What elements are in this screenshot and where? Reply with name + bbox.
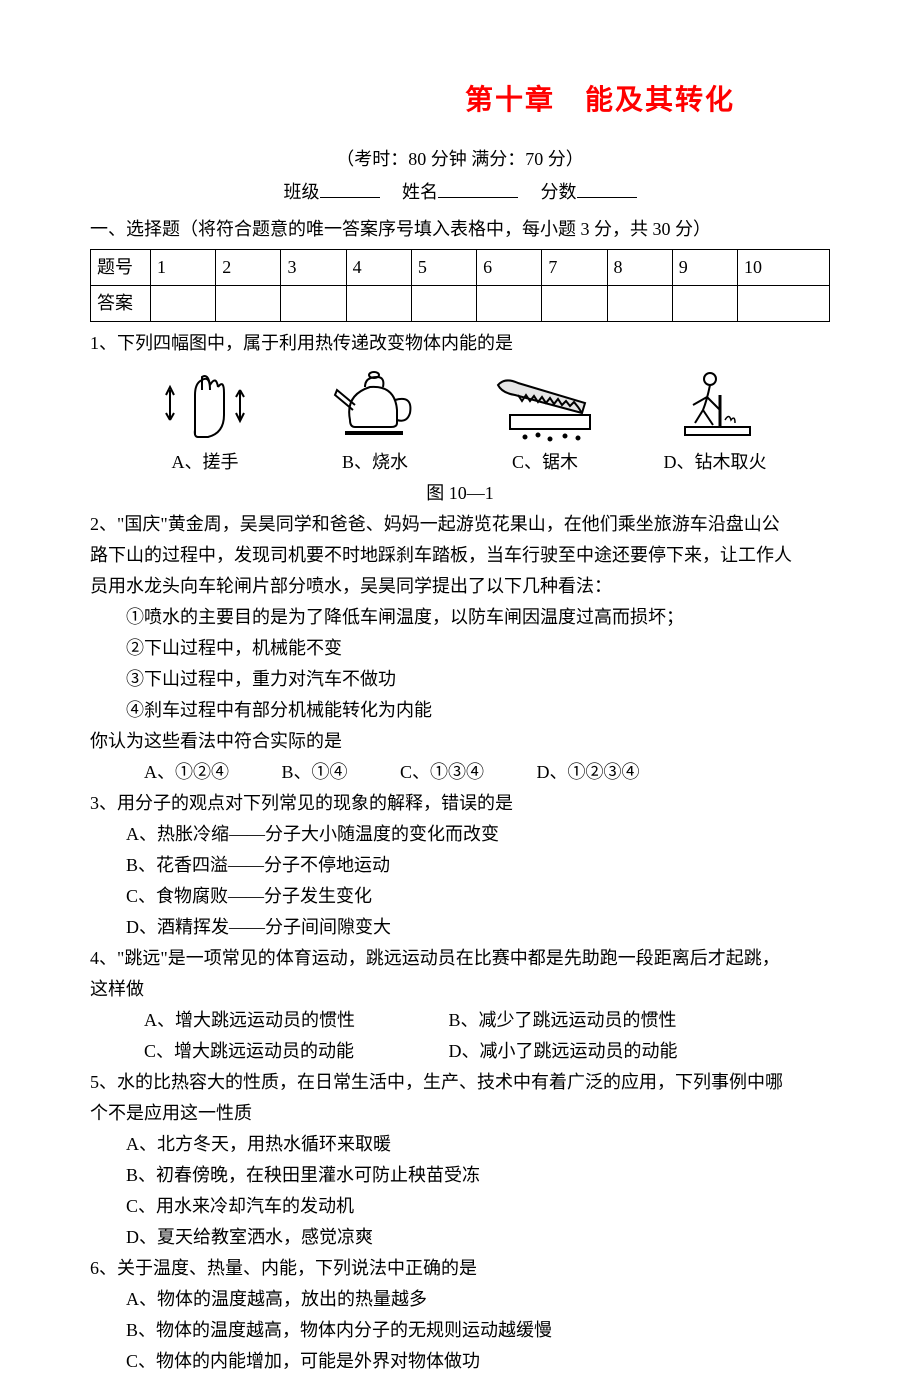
table-row: 题号 1 2 3 4 5 6 7 8 9 10 — [91, 250, 830, 286]
answer-cell[interactable] — [411, 286, 476, 322]
q3-opt-b: B、花香四溢——分子不停地运动 — [90, 852, 830, 879]
q5-opt-b: B、初春傍晚，在秧田里灌水可防止秧苗受冻 — [90, 1162, 830, 1189]
fig-a-caption: A、搓手 — [135, 449, 275, 476]
q2-line3: 员用水龙头向车轮闸片部分喷水，吴昊同学提出了以下几种看法： — [90, 573, 830, 600]
num-cell: 10 — [737, 250, 829, 286]
fig-d-caption: D、钻木取火 — [645, 449, 785, 476]
q1-stem: 1、下列四幅图中，属于利用热传递改变物体内能的是 — [90, 330, 830, 357]
q1-fig-caption: 图 10—1 — [90, 480, 830, 507]
answer-cell[interactable] — [281, 286, 346, 322]
score-blank[interactable] — [577, 180, 637, 198]
q5-opt-d: D、夏天给教室洒水，感觉凉爽 — [90, 1224, 830, 1251]
q2-line2: 路下山的过程中，发现司机要不时地踩刹车踏板，当车行驶至中途还要停下来，让工作人 — [90, 542, 830, 569]
num-cell: 9 — [672, 250, 737, 286]
answer-cell[interactable] — [672, 286, 737, 322]
q6-opt-c: C、物体的内能增加，可能是外界对物体做功 — [90, 1348, 830, 1375]
q3-opt-c: C、食物腐败——分子发生变化 — [90, 883, 830, 910]
q4-opt-a: A、增大跳远运动员的惯性 — [144, 1007, 444, 1034]
q2-ask: 你认为这些看法中符合实际的是 — [90, 728, 830, 755]
q4-opt-d: D、减小了跳远运动员的动能 — [449, 1038, 749, 1065]
q2-item4: ④刹车过程中有部分机械能转化为内能 — [90, 697, 830, 724]
hand-rubbing-icon — [135, 365, 275, 445]
q2-opt-b: B、①④ — [282, 759, 348, 786]
q4-options-row1: A、增大跳远运动员的惯性 B、减少了跳远运动员的惯性 — [90, 1007, 830, 1034]
q4-options-row2: C、增大跳远运动员的动能 D、减小了跳远运动员的动能 — [90, 1038, 830, 1065]
answer-cell[interactable] — [542, 286, 607, 322]
class-blank[interactable] — [320, 180, 380, 198]
fig-d: D、钻木取火 — [645, 365, 785, 476]
num-cell: 6 — [477, 250, 542, 286]
q3-opt-a: A、热胀冷缩——分子大小随温度的变化而改变 — [90, 821, 830, 848]
q2-item3: ③下山过程中，重力对汽车不做功 — [90, 666, 830, 693]
q2-opt-a: A、①②④ — [144, 759, 229, 786]
q3-stem: 3、用分子的观点对下列常见的现象的解释，错误的是 — [90, 790, 830, 817]
q3-opt-d: D、酒精挥发——分子间间隙变大 — [90, 914, 830, 941]
num-cell: 1 — [151, 250, 216, 286]
fig-b-caption: B、烧水 — [305, 449, 445, 476]
q2-item2: ②下山过程中，机械能不变 — [90, 635, 830, 662]
student-info-line: 班级 姓名 分数 — [90, 179, 830, 206]
answer-cell[interactable] — [216, 286, 281, 322]
fire-drill-icon — [645, 365, 785, 445]
q4-opt-b: B、减少了跳远运动员的惯性 — [449, 1007, 749, 1034]
num-cell: 8 — [607, 250, 672, 286]
q4-line1: 4、"跳远"是一项常见的体育运动，跳远运动员在比赛中都是先助跑一段距离后才起跳， — [90, 945, 830, 972]
exam-info: （考时：80 分钟 满分：70 分） — [90, 146, 830, 173]
kettle-icon — [305, 365, 445, 445]
q2-opt-c: C、①③④ — [400, 759, 484, 786]
answer-cell[interactable] — [151, 286, 216, 322]
num-cell: 4 — [346, 250, 411, 286]
q4-line2: 这样做 — [90, 976, 830, 1003]
saw-icon — [475, 365, 615, 445]
q6-opt-b: B、物体的温度越高，物体内分子的无规则运动越缓慢 — [90, 1317, 830, 1344]
num-cell: 7 — [542, 250, 607, 286]
section1-heading: 一、选择题（将符合题意的唯一答案序号填入表格中，每小题 3 分，共 30 分） — [90, 216, 830, 243]
fig-b: B、烧水 — [305, 365, 445, 476]
num-cell: 5 — [411, 250, 476, 286]
q4-opt-c: C、增大跳远运动员的动能 — [144, 1038, 444, 1065]
q5-opt-c: C、用水来冷却汽车的发动机 — [90, 1193, 830, 1220]
q2-item1: ①喷水的主要目的是为了降低车闸温度，以防车闸因温度过高而损坏； — [90, 604, 830, 631]
answer-cell[interactable] — [737, 286, 829, 322]
fig-c-caption: C、锯木 — [475, 449, 615, 476]
q6-stem: 6、关于温度、热量、内能，下列说法中正确的是 — [90, 1255, 830, 1282]
class-label: 班级 — [284, 182, 320, 202]
answer-cell[interactable] — [346, 286, 411, 322]
num-cell: 2 — [216, 250, 281, 286]
answer-cell[interactable] — [477, 286, 542, 322]
answer-table: 题号 1 2 3 4 5 6 7 8 9 10 答案 — [90, 249, 830, 322]
q2-options: A、①②④ B、①④ C、①③④ D、①②③④ — [90, 759, 830, 786]
num-cell: 3 — [281, 250, 346, 286]
q1-figures: A、搓手 B、烧水 C、锯木 — [120, 365, 800, 476]
row-label: 题号 — [91, 250, 151, 286]
q2-opt-d: D、①②③④ — [537, 759, 640, 786]
chapter-title: 第十章 能及其转化 — [370, 80, 830, 122]
fig-c: C、锯木 — [475, 365, 615, 476]
row-label: 答案 — [91, 286, 151, 322]
name-label: 姓名 — [402, 182, 438, 202]
q5-line2: 个不是应用这一性质 — [90, 1100, 830, 1127]
name-blank[interactable] — [438, 180, 518, 198]
table-row: 答案 — [91, 286, 830, 322]
answer-cell[interactable] — [607, 286, 672, 322]
q5-opt-a: A、北方冬天，用热水循环来取暖 — [90, 1131, 830, 1158]
score-label: 分数 — [541, 182, 577, 202]
q2-line1: 2、"国庆"黄金周，吴昊同学和爸爸、妈妈一起游览花果山，在他们乘坐旅游车沿盘山公 — [90, 511, 830, 538]
q5-line1: 5、水的比热容大的性质，在日常生活中，生产、技术中有着广泛的应用，下列事例中哪 — [90, 1069, 830, 1096]
fig-a: A、搓手 — [135, 365, 275, 476]
